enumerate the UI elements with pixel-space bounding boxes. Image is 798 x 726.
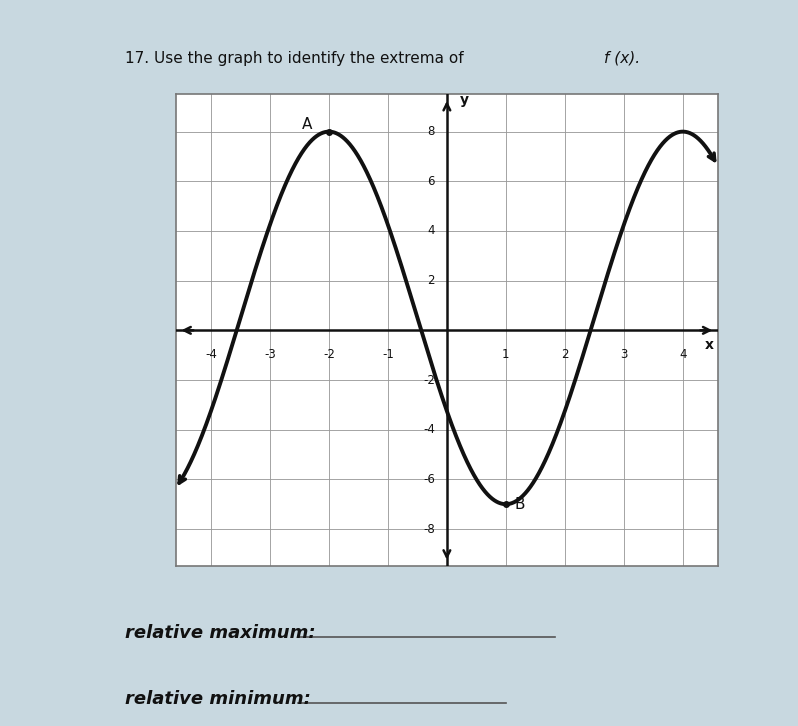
Text: x: x [705,338,714,352]
Text: relative minimum:: relative minimum: [124,690,310,708]
Text: relative maximum:: relative maximum: [124,624,315,643]
Text: -4: -4 [423,423,435,436]
Text: 4: 4 [679,348,686,361]
Text: y: y [460,94,469,107]
Text: -4: -4 [205,348,217,361]
Text: 6: 6 [428,175,435,188]
Text: 2: 2 [428,274,435,287]
Text: 4: 4 [428,224,435,237]
Text: A: A [302,117,313,132]
Text: -6: -6 [423,473,435,486]
Text: B: B [515,497,525,512]
Text: 1: 1 [502,348,510,361]
Text: -2: -2 [323,348,335,361]
Text: -3: -3 [264,348,276,361]
Text: -8: -8 [423,523,435,536]
Text: -1: -1 [382,348,394,361]
Text: 17. Use the graph to identify the extrema of: 17. Use the graph to identify the extrem… [124,51,468,66]
Text: f (x).: f (x). [603,51,640,66]
Text: 2: 2 [561,348,569,361]
Text: -2: -2 [423,373,435,386]
Text: 8: 8 [428,125,435,138]
Text: 3: 3 [620,348,627,361]
